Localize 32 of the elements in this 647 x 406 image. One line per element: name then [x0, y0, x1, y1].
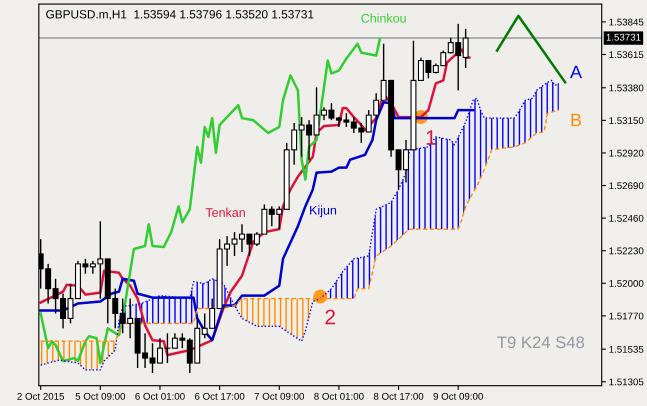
y-tick-label: 1.53615	[609, 51, 644, 58]
x-tick-label: 5 Oct 09:00	[76, 392, 126, 400]
x-tick-label: 6 Oct 17:00	[194, 392, 244, 400]
x-tick-label: 2 Oct 2015	[17, 392, 64, 400]
ref-line-label: 1.53731	[606, 34, 641, 41]
chart-title: GBPUSD.m,H1 1.53594 1.53796 1.53520 1.53731	[46, 10, 314, 20]
y-tick-label: 1.51535	[609, 346, 644, 353]
y-tick-label: 1.52000	[609, 280, 644, 287]
y-tick-label: 1.52920	[609, 150, 644, 157]
line-series	[39, 100, 474, 342]
line-series	[39, 38, 382, 364]
y-tick-label: 1.53380	[609, 84, 644, 92]
y-tick-label: 1.52460	[609, 214, 644, 222]
y-tick-label: 1.53845	[609, 18, 644, 26]
x-tick-label: 7 Oct 09:00	[254, 392, 304, 400]
series-label: B	[572, 114, 582, 126]
annotation: T9 K24 S48	[497, 336, 584, 348]
series-label: Tenkan	[206, 208, 245, 217]
y-tick-label: 1.51770	[609, 312, 644, 320]
y-tick-label: 1.53150	[609, 117, 644, 124]
annotation: 2	[325, 310, 335, 324]
x-tick-label: 6 Oct 01:00	[135, 392, 185, 400]
y-tick-label: 1.52690	[609, 182, 644, 190]
x-tick-label: 9 Oct 09:00	[434, 392, 483, 400]
x-tick-label: 8 Oct 01:00	[314, 392, 364, 400]
series-label: Chinkou	[361, 14, 406, 23]
annotation: 1	[426, 130, 436, 145]
series-label: A	[570, 66, 582, 78]
y-tick-label: 1.52230	[609, 247, 644, 254]
y-tick-label: 1.51305	[609, 378, 644, 386]
x-tick-label: 8 Oct 17:00	[374, 392, 424, 400]
series-label: Kijun	[310, 205, 336, 218]
